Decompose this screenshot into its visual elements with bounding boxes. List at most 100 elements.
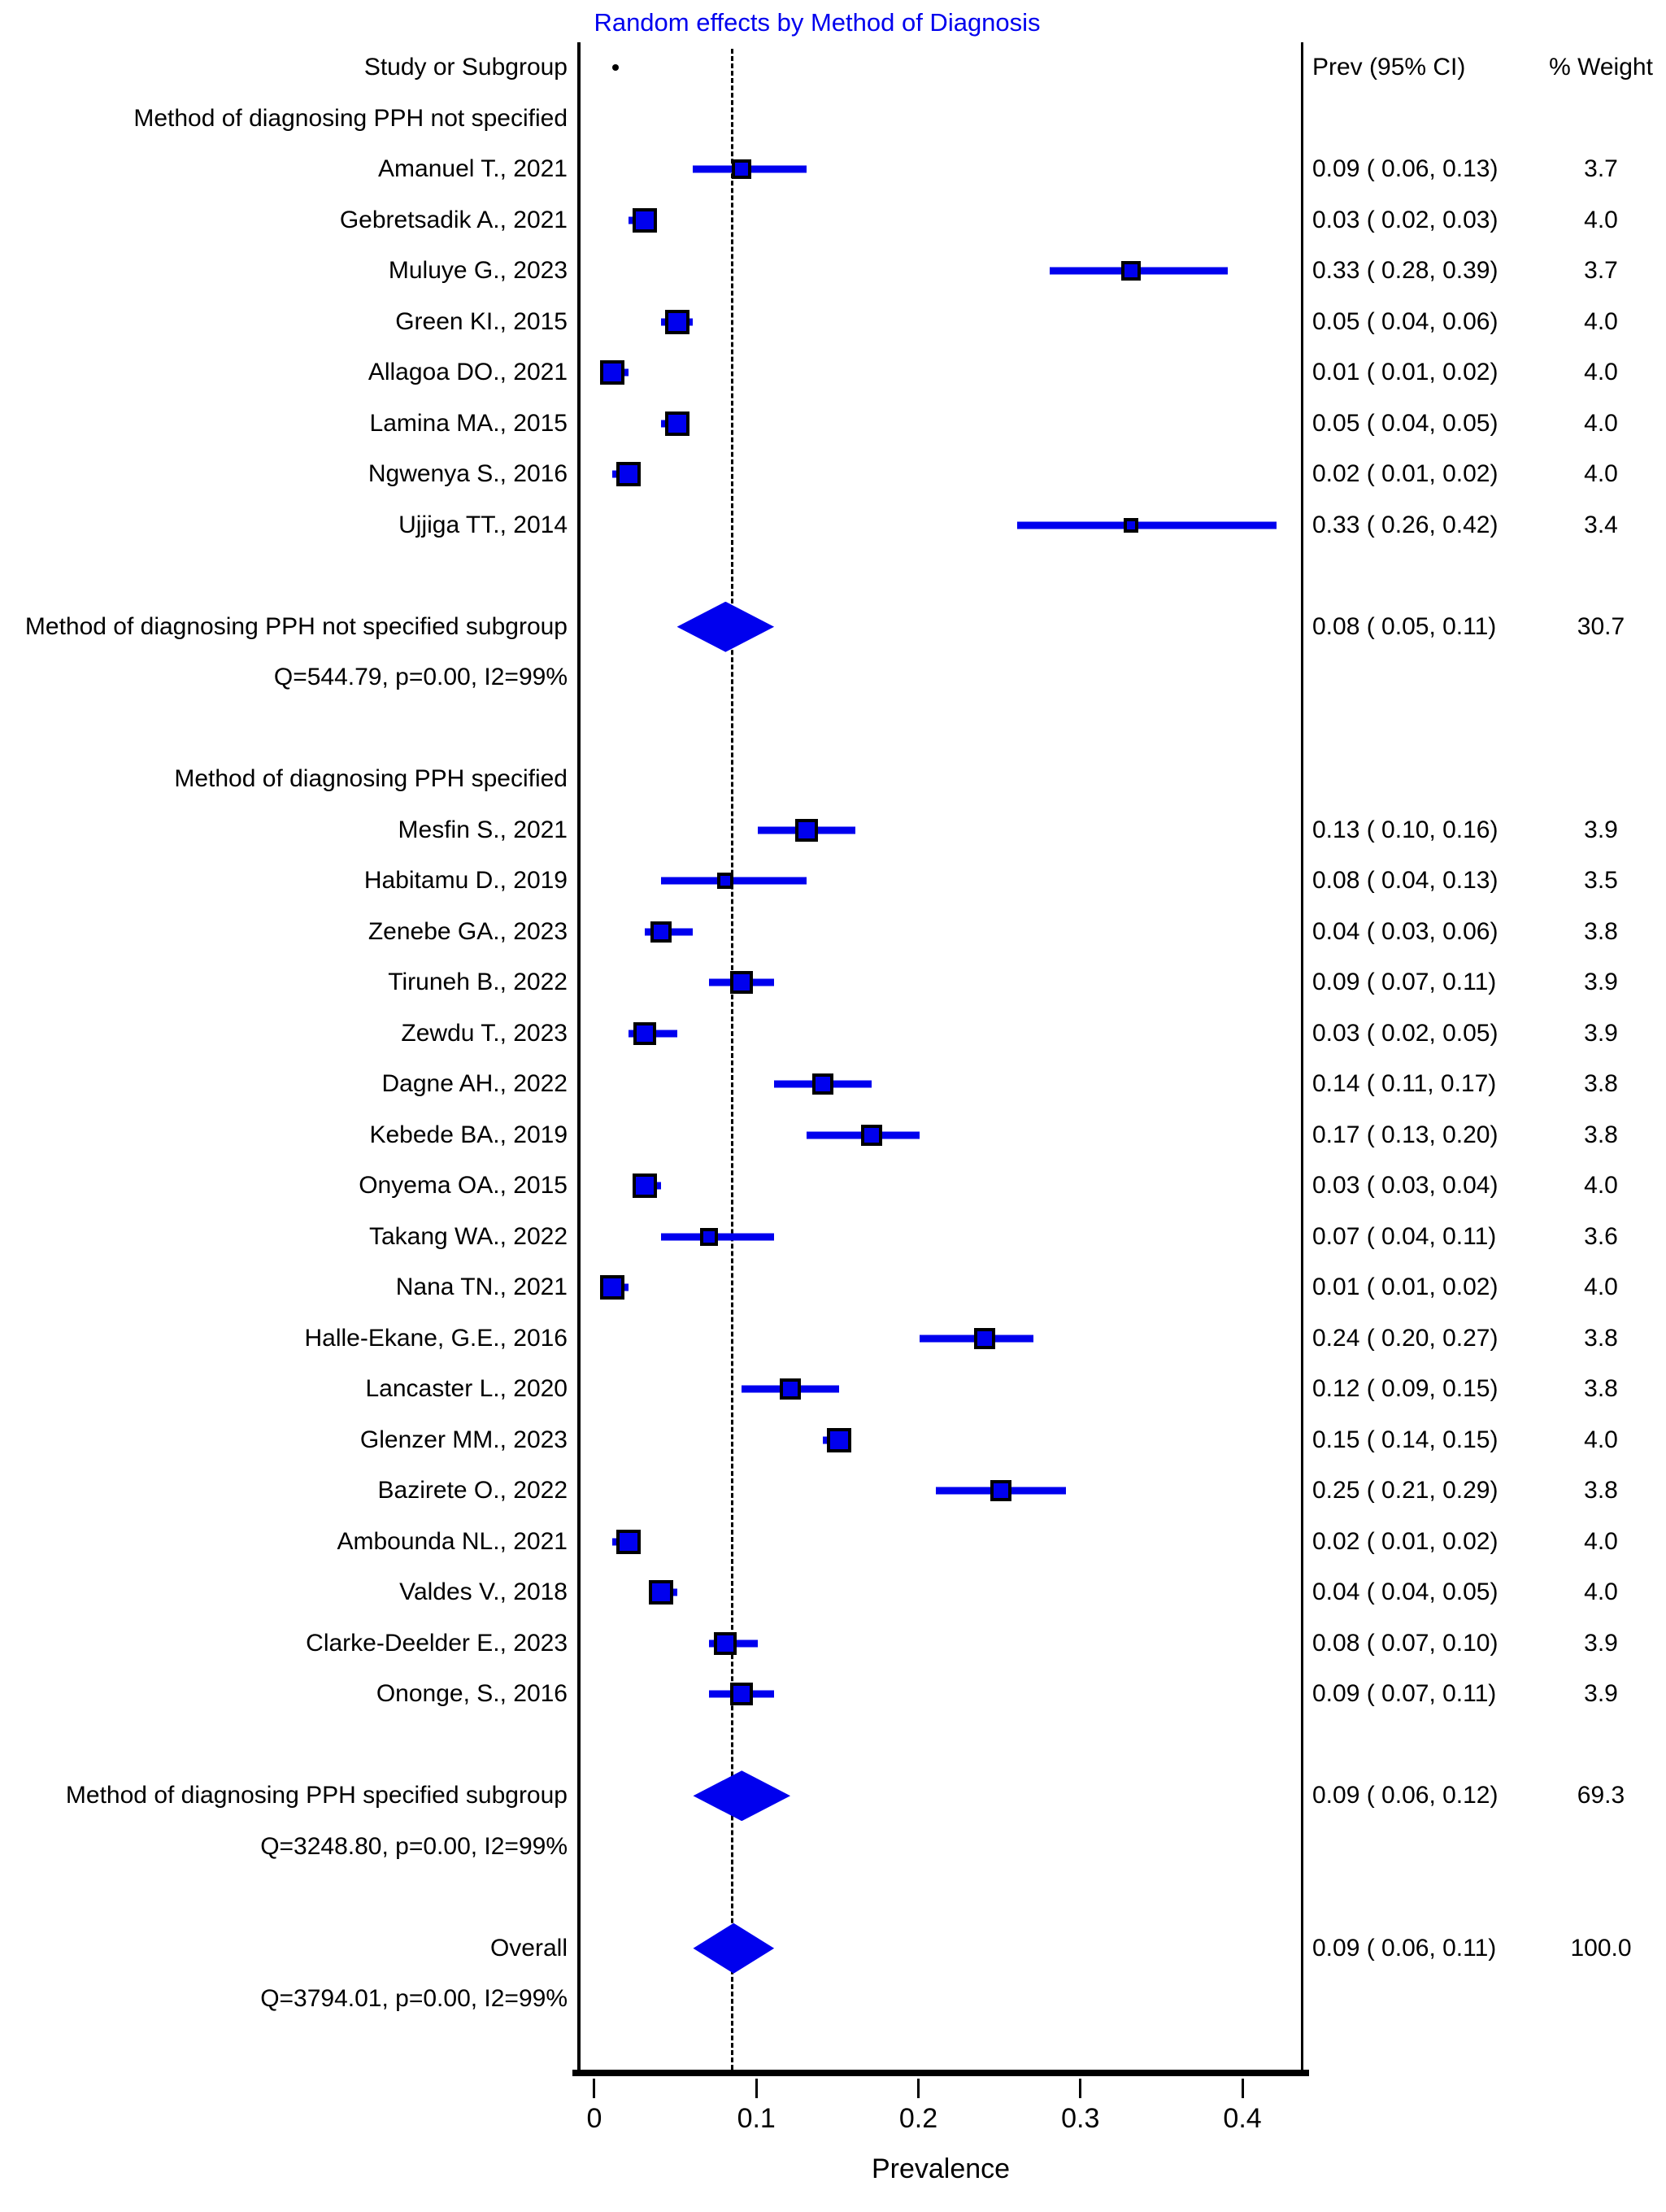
row-plot-area [579, 601, 1304, 653]
point-estimate-marker [860, 1124, 882, 1146]
weight-value: 3.7 [1584, 257, 1618, 285]
weight-value: 3.8 [1584, 1324, 1618, 1352]
row-plot-area [579, 1770, 1304, 1822]
study-label: Ononge, S., 2016 [376, 1680, 568, 1708]
study-row: Dagne AH., 2022 0.14 ( 0.11, 0.17) 3.8 [0, 1059, 1666, 1110]
prev-ci-value: 0.09 ( 0.07, 0.11) [1312, 1680, 1497, 1708]
x-axis-title: Prevalence [871, 2153, 1011, 2184]
study-row: Green KI., 2015 0.05 ( 0.04, 0.06) 4.0 [0, 297, 1666, 348]
weight-value: 3.8 [1584, 917, 1618, 945]
row-plot-area [579, 1974, 1304, 2025]
prev-ci-value: 0.15 ( 0.14, 0.15) [1312, 1426, 1499, 1453]
point-estimate-marker [648, 1580, 673, 1605]
row-plot-area [579, 1872, 1304, 1923]
weight-value: 4.0 [1584, 1172, 1618, 1200]
prev-ci-value: 0.25 ( 0.21, 0.29) [1312, 1477, 1499, 1504]
study-row: Onyema OA., 2015 0.03 ( 0.03, 0.04) 4.0 [0, 1160, 1666, 1212]
row-plot-area [579, 1364, 1304, 1415]
group-header-label: Method of diagnosing PPH not specified [133, 104, 568, 132]
prev-ci-value: 0.05 ( 0.04, 0.05) [1312, 409, 1499, 437]
weight-value: 3.9 [1584, 969, 1618, 996]
heterogeneity-row: Q=544.79, p=0.00, I2=99% [0, 652, 1666, 703]
heterogeneity-row: Q=3248.80, p=0.00, I2=99% [0, 1822, 1666, 1873]
x-axis-tick [755, 2079, 758, 2098]
study-row: Valdes V., 2018 0.04 ( 0.04, 0.05) 4.0 [0, 1567, 1666, 1618]
weight-value: 3.8 [1584, 1121, 1618, 1148]
x-axis-tick [1079, 2079, 1082, 2098]
weight-value: 3.9 [1584, 1019, 1618, 1047]
weight-value: 4.0 [1584, 1426, 1618, 1453]
prev-ci-value: 0.17 ( 0.13, 0.20) [1312, 1121, 1499, 1148]
prev-ci-value: 0.04 ( 0.04, 0.05) [1312, 1578, 1499, 1606]
heterogeneity-text: Q=3248.80, p=0.00, I2=99% [260, 1832, 568, 1860]
header-point-marker [611, 64, 619, 72]
study-label: Zewdu T., 2023 [401, 1019, 568, 1047]
row-plot-area [579, 500, 1304, 551]
study-row: Mesfin S., 2021 0.13 ( 0.10, 0.16) 3.9 [0, 805, 1666, 856]
point-estimate-marker [780, 1378, 802, 1400]
study-label: Tiruneh B., 2022 [388, 969, 568, 996]
row-plot-area [579, 1415, 1304, 1466]
subgroup-summary-row: Method of diagnosing PPH not specified s… [0, 601, 1666, 653]
row-plot-area [579, 1110, 1304, 1161]
heterogeneity-row: Q=3794.01, p=0.00, I2=99% [0, 1974, 1666, 2025]
point-estimate-marker [717, 873, 734, 890]
study-row: Zenebe GA., 2023 0.04 ( 0.03, 0.06) 3.8 [0, 907, 1666, 958]
weight-value: 30.7 [1577, 612, 1625, 640]
row-plot-area [579, 1669, 1304, 1720]
study-label: Lamina MA., 2015 [369, 409, 568, 437]
point-estimate-marker [700, 1227, 719, 1246]
point-estimate-marker [650, 921, 672, 943]
study-label: Ambounda NL., 2021 [337, 1527, 568, 1555]
study-row: Ambounda NL., 2021 0.02 ( 0.01, 0.02) 4.0 [0, 1517, 1666, 1568]
row-plot-area [579, 1160, 1304, 1212]
weight-value: 3.9 [1584, 816, 1618, 843]
point-estimate-marker [732, 159, 752, 180]
row-plot-area [579, 1822, 1304, 1873]
point-estimate-marker [1120, 261, 1141, 281]
row-plot-area [579, 1618, 1304, 1670]
row-plot-area [579, 1922, 1304, 1975]
study-label: Ngwenya S., 2016 [368, 460, 568, 488]
study-row: Habitamu D., 2019 0.08 ( 0.04, 0.13) 3.5 [0, 856, 1666, 907]
study-label: Dagne AH., 2022 [381, 1070, 568, 1098]
summary-diamond [693, 1770, 791, 1822]
study-label: Habitamu D., 2019 [363, 867, 568, 895]
weight-value: 100.0 [1570, 1934, 1632, 1962]
weight-value: 3.4 [1584, 511, 1618, 538]
prev-ci-value: 0.12 ( 0.09, 0.15) [1312, 1375, 1499, 1403]
weight-value: 4.0 [1584, 1578, 1618, 1606]
x-axis-tick-label: 0.3 [1061, 2103, 1100, 2134]
weight-value: 3.9 [1584, 1629, 1618, 1657]
row-plot-area [579, 144, 1304, 195]
summary-label: Method of diagnosing PPH specified subgr… [65, 1782, 568, 1809]
row-plot-area [579, 94, 1304, 145]
weight-value: 3.8 [1584, 1070, 1618, 1098]
point-estimate-marker [599, 1275, 624, 1300]
row-plot-area [579, 195, 1304, 246]
study-label: Kebede BA., 2019 [369, 1121, 568, 1148]
weight-value: 3.5 [1584, 867, 1618, 895]
study-label: Onyema OA., 2015 [359, 1172, 568, 1200]
row-plot-area [579, 551, 1304, 602]
study-row: Lancaster L., 2020 0.12 ( 0.09, 0.15) 3.8 [0, 1364, 1666, 1415]
prev-ci-value: 0.03 ( 0.03, 0.04) [1312, 1172, 1499, 1200]
weight-value: 4.0 [1584, 460, 1618, 488]
prev-ci-value: 0.24 ( 0.20, 0.27) [1312, 1324, 1499, 1352]
point-estimate-marker [632, 1173, 657, 1199]
point-estimate-marker [730, 1683, 754, 1706]
study-row: Glenzer MM., 2023 0.15 ( 0.14, 0.15) 4.0 [0, 1415, 1666, 1466]
point-estimate-marker [974, 1327, 996, 1349]
point-estimate-marker [599, 360, 624, 385]
study-label: Lancaster L., 2020 [365, 1375, 568, 1403]
weight-value: 4.0 [1584, 1527, 1618, 1555]
heterogeneity-text: Q=544.79, p=0.00, I2=99% [273, 664, 568, 691]
study-row: Lamina MA., 2015 0.05 ( 0.04, 0.05) 4.0 [0, 398, 1666, 450]
summary-diamond [676, 601, 775, 652]
study-row: Nana TN., 2021 0.01 ( 0.01, 0.02) 4.0 [0, 1262, 1666, 1313]
row-plot-area [579, 449, 1304, 500]
study-label: Glenzer MM., 2023 [359, 1426, 568, 1453]
ci-line [1017, 521, 1277, 529]
row-plot-area [579, 907, 1304, 958]
row-plot-area [579, 1212, 1304, 1263]
